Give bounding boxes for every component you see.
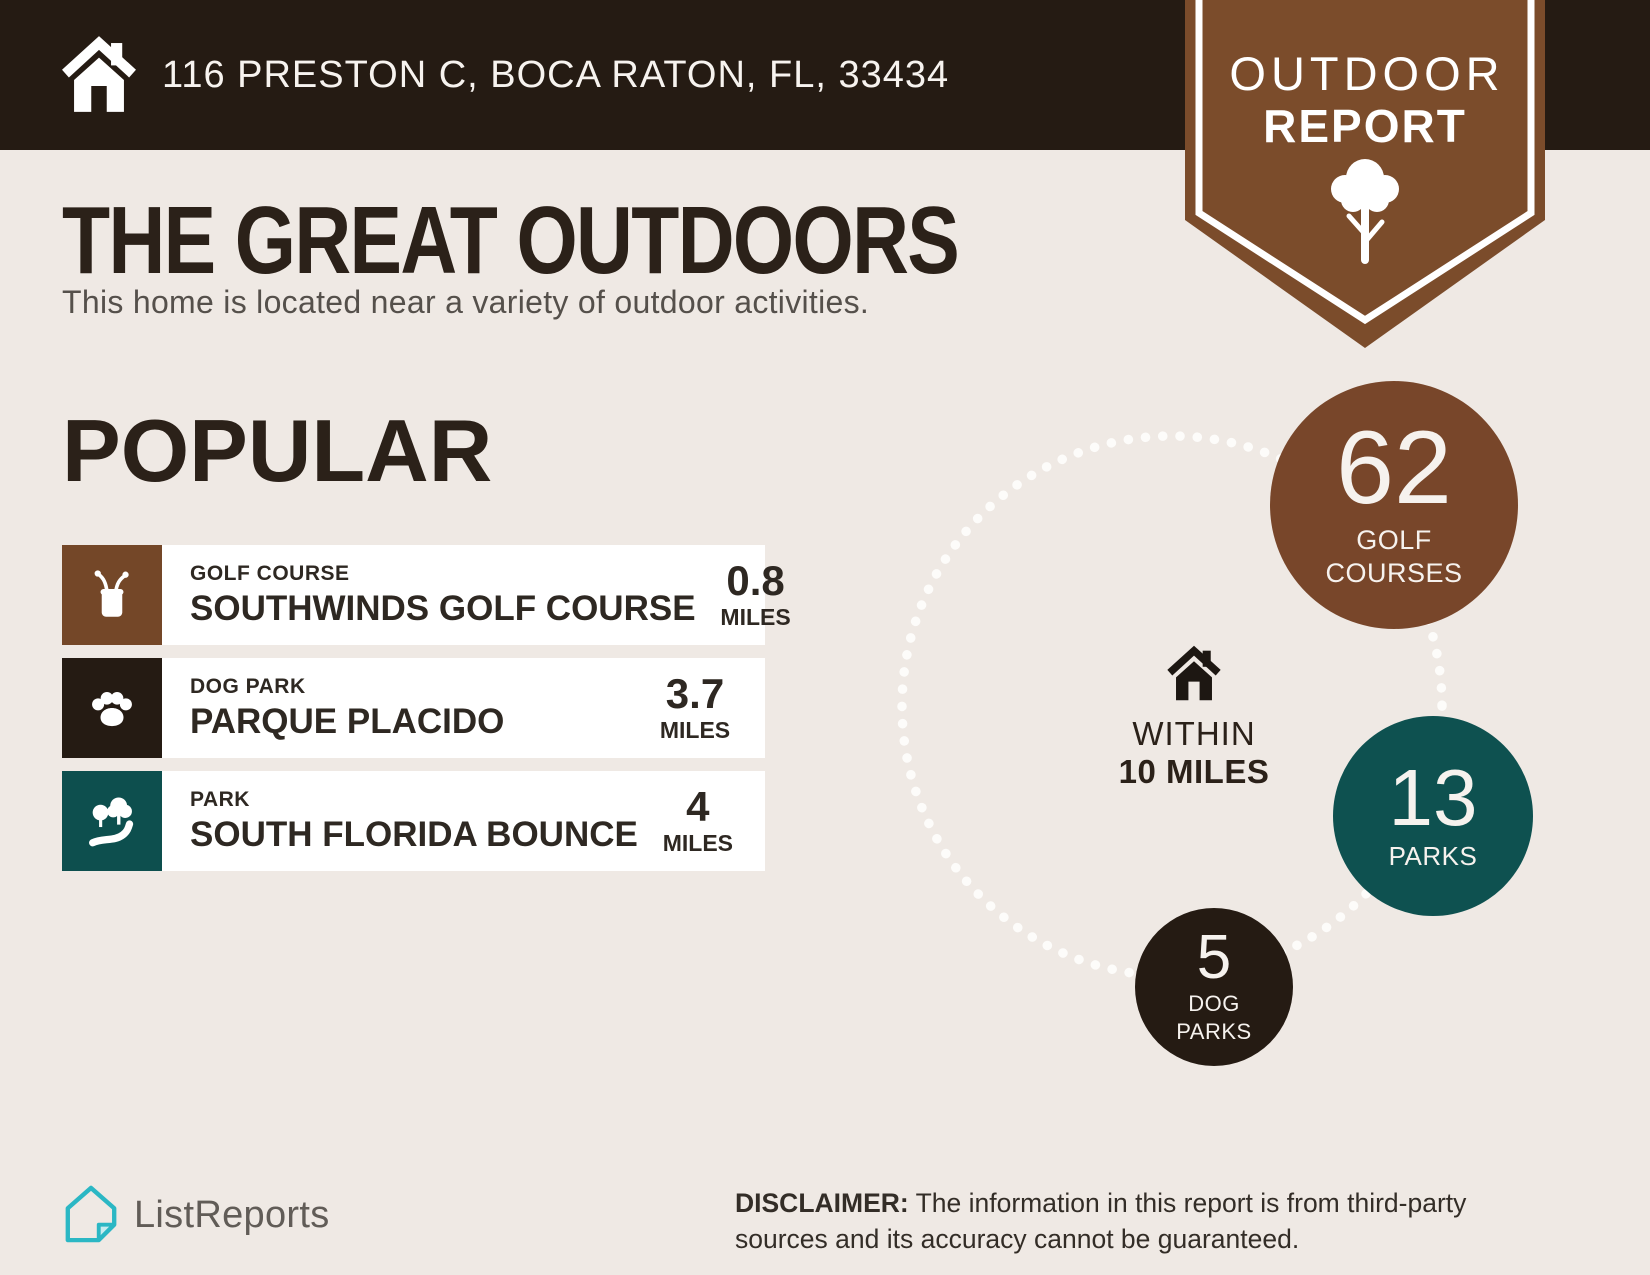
- radius-label: 10 MILES: [1118, 753, 1270, 790]
- page-subtitle: This home is located near a variety of o…: [62, 284, 870, 320]
- stat-label: GOLF COURSES: [1325, 524, 1463, 589]
- stat-label: PARKS: [1388, 840, 1478, 871]
- disclaimer-label: DISCLAIMER:: [735, 1188, 909, 1218]
- popular-item-golf-course: GOLF COURSE SOUTHWINDS GOLF COURSE 0.8 M…: [62, 545, 791, 645]
- item-name: SOUTHWINDS GOLF COURSE: [190, 588, 696, 628]
- logo-text: ListReports: [134, 1193, 330, 1236]
- home-icon: [62, 36, 136, 112]
- popular-heading: POPULAR: [62, 401, 493, 500]
- popular-item-dog-park: DOG PARK PARQUE PLACIDO 3.7 MILES: [62, 658, 765, 758]
- radius-center: WITHIN 10 MILES: [1094, 642, 1294, 791]
- popular-list: GOLF COURSE SOUTHWINDS GOLF COURSE 0.8 M…: [62, 545, 791, 871]
- item-distance: 0.8 MILES: [720, 556, 791, 630]
- park-trees-icon: [62, 771, 162, 871]
- within-label: WITHIN: [1132, 715, 1256, 752]
- listreports-logo: ListReports: [62, 1184, 330, 1246]
- item-category: GOLF COURSE: [190, 561, 350, 585]
- item-distance: 3.7 MILES: [659, 669, 731, 743]
- disclaimer: DISCLAIMER: The information in this repo…: [735, 1186, 1545, 1258]
- tree-icon: [1331, 159, 1399, 264]
- item-distance: 4 MILES: [662, 782, 733, 856]
- item-name: SOUTH FLORIDA BOUNCE: [190, 814, 638, 854]
- popular-item-park: PARK SOUTH FLORIDA BOUNCE 4 MILES: [62, 771, 765, 871]
- badge-line2: REPORT: [1263, 100, 1467, 152]
- stat-value: 5: [1196, 922, 1232, 992]
- stat-circle-dog-parks: 5 DOG PARKS: [1135, 908, 1293, 1066]
- outdoor-report-badge: OUTDOOR REPORT: [1185, 0, 1545, 348]
- page-title: THE GREAT OUTDOORS: [62, 187, 960, 294]
- item-category: DOG PARK: [190, 674, 306, 698]
- stat-circle-golf-courses: 62 GOLF COURSES: [1270, 381, 1518, 629]
- stat-value: 13: [1388, 752, 1478, 842]
- golf-bag-icon: [62, 545, 162, 645]
- badge-line1: OUTDOOR: [1229, 47, 1504, 100]
- stat-circle-parks: 13 PARKS: [1333, 716, 1533, 916]
- house-icon: [1167, 645, 1221, 701]
- property-address: 116 PRESTON C, BOCA RATON, FL, 33434: [162, 54, 950, 96]
- paw-icon: [62, 658, 162, 758]
- disclaimer-text: The information in this report is from t…: [735, 1188, 1467, 1254]
- item-category: PARK: [190, 787, 250, 811]
- listreports-logo-icon: [65, 1185, 117, 1243]
- stat-value: 62: [1336, 409, 1452, 526]
- item-name: PARQUE PLACIDO: [190, 701, 505, 741]
- stat-label: DOG PARKS: [1176, 991, 1252, 1044]
